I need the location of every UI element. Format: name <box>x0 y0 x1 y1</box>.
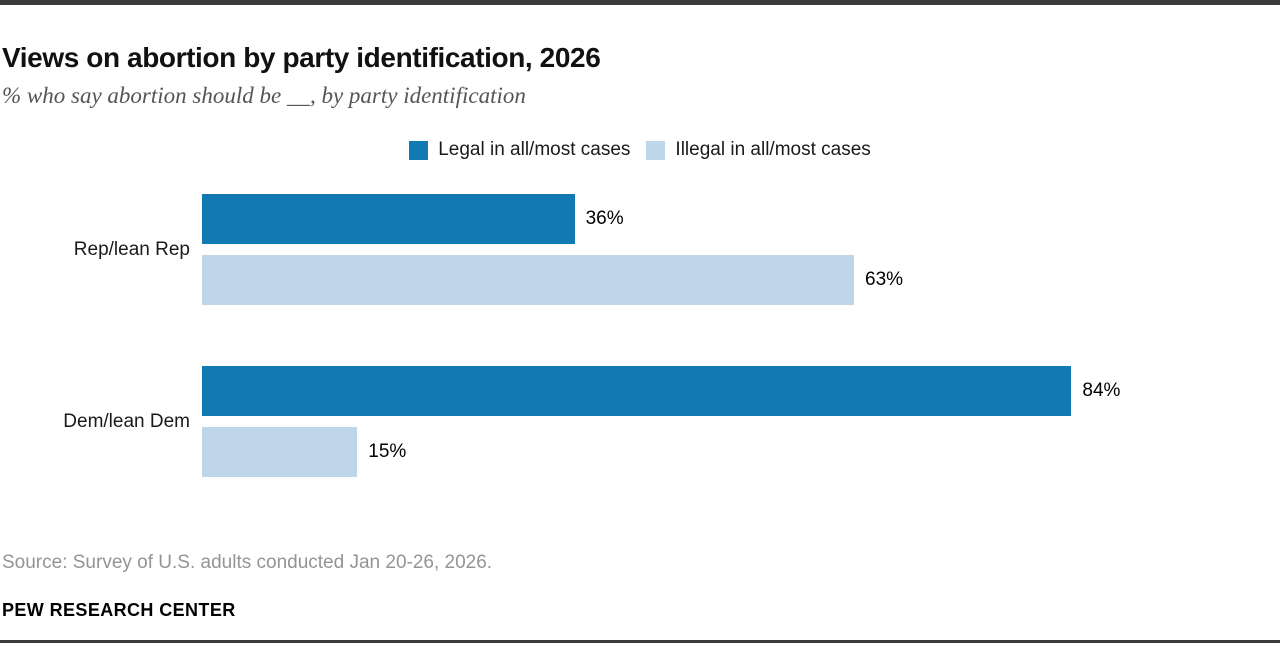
legend-item-legal: Legal in all/most cases <box>409 139 630 161</box>
bar-segment <box>202 427 358 477</box>
bar-group: 36% 63% <box>202 194 1280 305</box>
bar-value-label: 84% <box>1082 380 1121 401</box>
legend-swatch-illegal <box>646 140 666 160</box>
category-label: Rep/lean Rep <box>73 238 190 260</box>
bar-row: 84% <box>202 366 1280 416</box>
legend-label-legal: Legal in all/most cases <box>438 139 631 160</box>
top-divider <box>0 0 1280 5</box>
bar-value-label: 15% <box>368 441 407 462</box>
legend-label-illegal: Illegal in all/most cases <box>675 139 871 160</box>
bar-value-label: 36% <box>585 208 624 229</box>
legend-swatch-legal <box>409 140 429 160</box>
bottom-divider <box>0 640 1280 643</box>
bar-value-label: 63% <box>865 269 904 290</box>
chart-subtitle: % who say abortion should be __, by part… <box>2 83 526 108</box>
bar-segment <box>202 194 575 244</box>
chart-group: Rep/lean Rep 36% 63% <box>0 194 1280 305</box>
bar-chart: Rep/lean Rep 36% 63% Dem/lean Dem 84% 15% <box>0 194 1280 477</box>
bar-row: 63% <box>202 255 1280 305</box>
legend-item-illegal: Illegal in all/most cases <box>646 139 871 161</box>
category-label: Dem/lean Dem <box>63 410 190 432</box>
chart-group: Dem/lean Dem 84% 15% <box>0 366 1280 477</box>
bar-row: 15% <box>202 427 1280 477</box>
source-note: Source: Survey of U.S. adults conducted … <box>2 552 493 573</box>
chart-legend: Legal in all/most cases Illegal in all/m… <box>0 139 1280 161</box>
bar-group: 84% 15% <box>202 366 1280 477</box>
chart-title: Views on abortion by party identificatio… <box>2 41 601 73</box>
bar-row: 36% <box>202 194 1280 244</box>
bar-segment <box>202 366 1072 416</box>
brand-footer: PEW RESEARCH CENTER <box>2 600 236 620</box>
bar-segment <box>202 255 855 305</box>
